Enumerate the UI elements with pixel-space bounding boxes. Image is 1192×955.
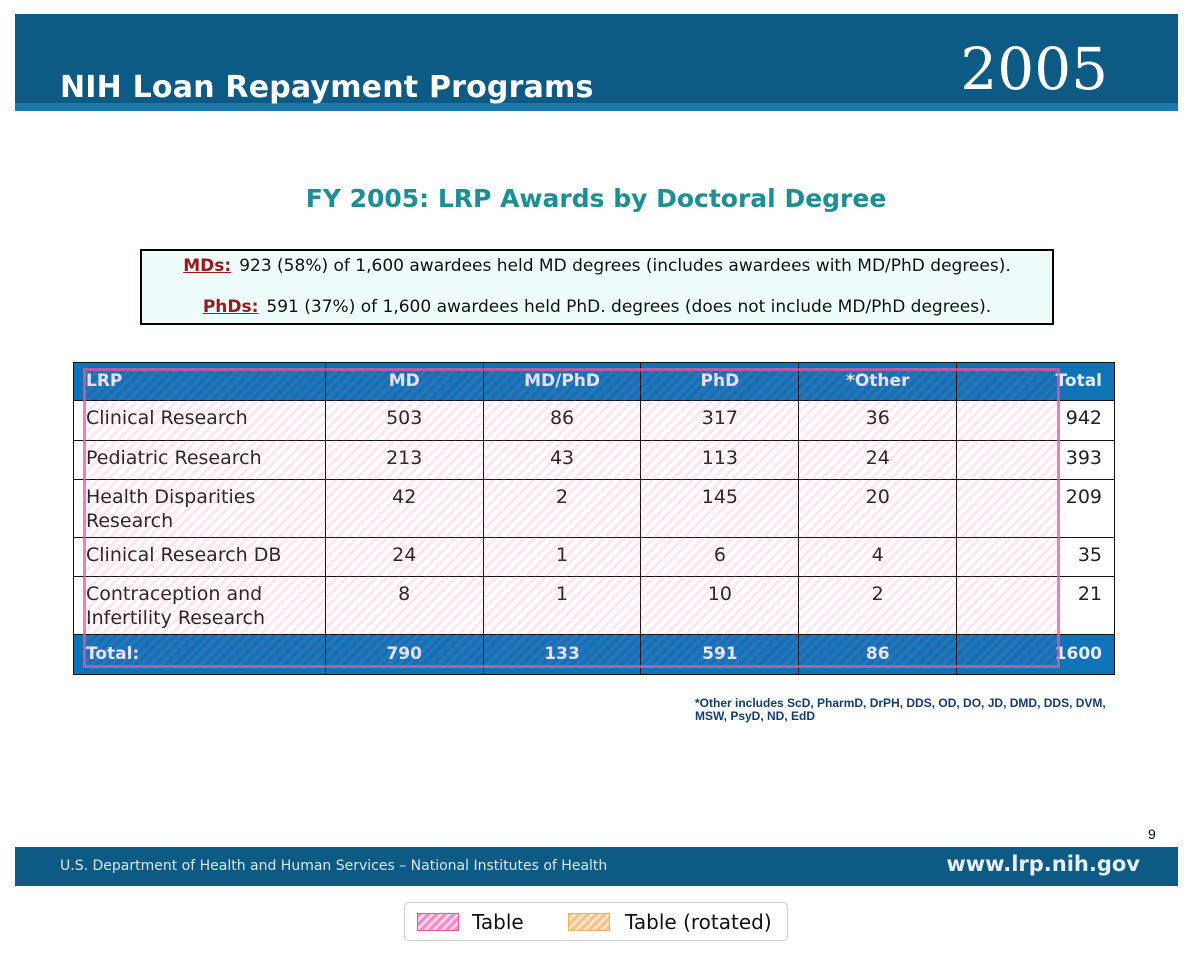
table-cell: 6 [640,537,800,577]
table-cell: 4 [798,537,958,577]
table-cell: 1 [482,537,642,577]
table-cell: Clinical Research DB [73,537,326,577]
table-cell: 21 [956,576,1115,635]
table-cell: Clinical Research [73,400,326,441]
summary-phd-line: PhDs: 591 (37%) of 1,600 awardees held Ph… [142,297,1052,317]
table-cell: 317 [640,400,800,441]
table-cell: 213 [324,440,484,480]
column-header: MD [324,362,484,401]
table-cell: 209 [956,479,1115,538]
table-cell: 2 [798,576,958,635]
footer-band [15,847,1178,886]
table-cell: 24 [798,440,958,480]
table-cell: 20 [798,479,958,538]
table-cell: Health Disparities Research [73,479,326,538]
summary-phd-text: 591 (37%) of 1,600 awardees held PhD. de… [266,297,992,317]
table-cell: 113 [640,440,800,480]
table-cell: 36 [798,400,958,441]
page-number: 9 [1148,826,1156,842]
slide-title: FY 2005: LRP Awards by Doctoral Degree [305,184,887,213]
table-rotated-swatch-icon [568,913,610,931]
annotation-legend: Table Table (rotated) [404,902,788,941]
total-cell: 133 [482,634,642,675]
table-header-row: LRP MD MD/PhD PhD *Other Total [73,362,1115,401]
table-cell: 942 [956,400,1115,441]
summary-phd-key: PhDs: [202,297,259,317]
table-row: Contraception and Infertility Research 8… [73,576,1115,635]
table-row: Clinical Research 503 86 317 36 942 [73,400,1115,441]
awards-table: LRP MD MD/PhD PhD *Other Total Clinical … [73,362,1115,675]
column-header: MD/PhD [482,362,642,401]
table-row: Health Disparities Research 42 2 145 20 … [73,479,1115,538]
footer-left-text: U.S. Department of Health and Human Serv… [60,858,608,874]
footnote: *Other includes ScD, PharmD, DrPH, DDS, … [695,696,1106,723]
summary-md-text: 923 (58%) of 1,600 awardees held MD degr… [239,256,1011,276]
table-cell: 503 [324,400,484,441]
total-cell: 790 [324,634,484,675]
table-cell: 10 [640,576,800,635]
header-year: 2005 [960,35,1108,103]
total-cell: 86 [798,634,958,675]
header-band [15,14,1178,111]
table-cell: 393 [956,440,1115,480]
total-cell: 1600 [956,634,1115,675]
table-cell: 43 [482,440,642,480]
total-cell: Total: [73,634,326,675]
table-cell: 86 [482,400,642,441]
table-cell: 42 [324,479,484,538]
table-cell: 2 [482,479,642,538]
footer-url[interactable]: www.lrp.nih.gov [946,852,1140,876]
table-cell: 1 [482,576,642,635]
total-cell: 591 [640,634,800,675]
table-total-row: Total: 790 133 591 86 1600 [73,634,1115,675]
table-cell: 35 [956,537,1115,577]
table-cell: Contraception and Infertility Research [73,576,326,635]
legend-label-table-rotated: Table (rotated) [625,910,772,934]
column-header: PhD [640,362,800,401]
table-swatch-icon [417,913,459,931]
table-row: Pediatric Research 213 43 113 24 393 [73,440,1115,480]
summary-box: MDs: 923 (58%) of 1,600 awardees held MD … [140,249,1054,325]
table-cell: Pediatric Research [73,440,326,480]
legend-label-table: Table [472,910,524,934]
table-cell: 8 [324,576,484,635]
column-header: LRP [73,362,326,401]
column-header: *Other [798,362,958,401]
summary-md-line: MDs: 923 (58%) of 1,600 awardees held MD … [142,256,1052,276]
column-header: Total [956,362,1115,401]
table-cell: 24 [324,537,484,577]
table-row: Clinical Research DB 24 1 6 4 35 [73,537,1115,577]
header-title: NIH Loan Repayment Programs [60,70,594,105]
table-cell: 145 [640,479,800,538]
header-underline [15,103,1178,111]
summary-md-key: MDs: [183,256,232,276]
